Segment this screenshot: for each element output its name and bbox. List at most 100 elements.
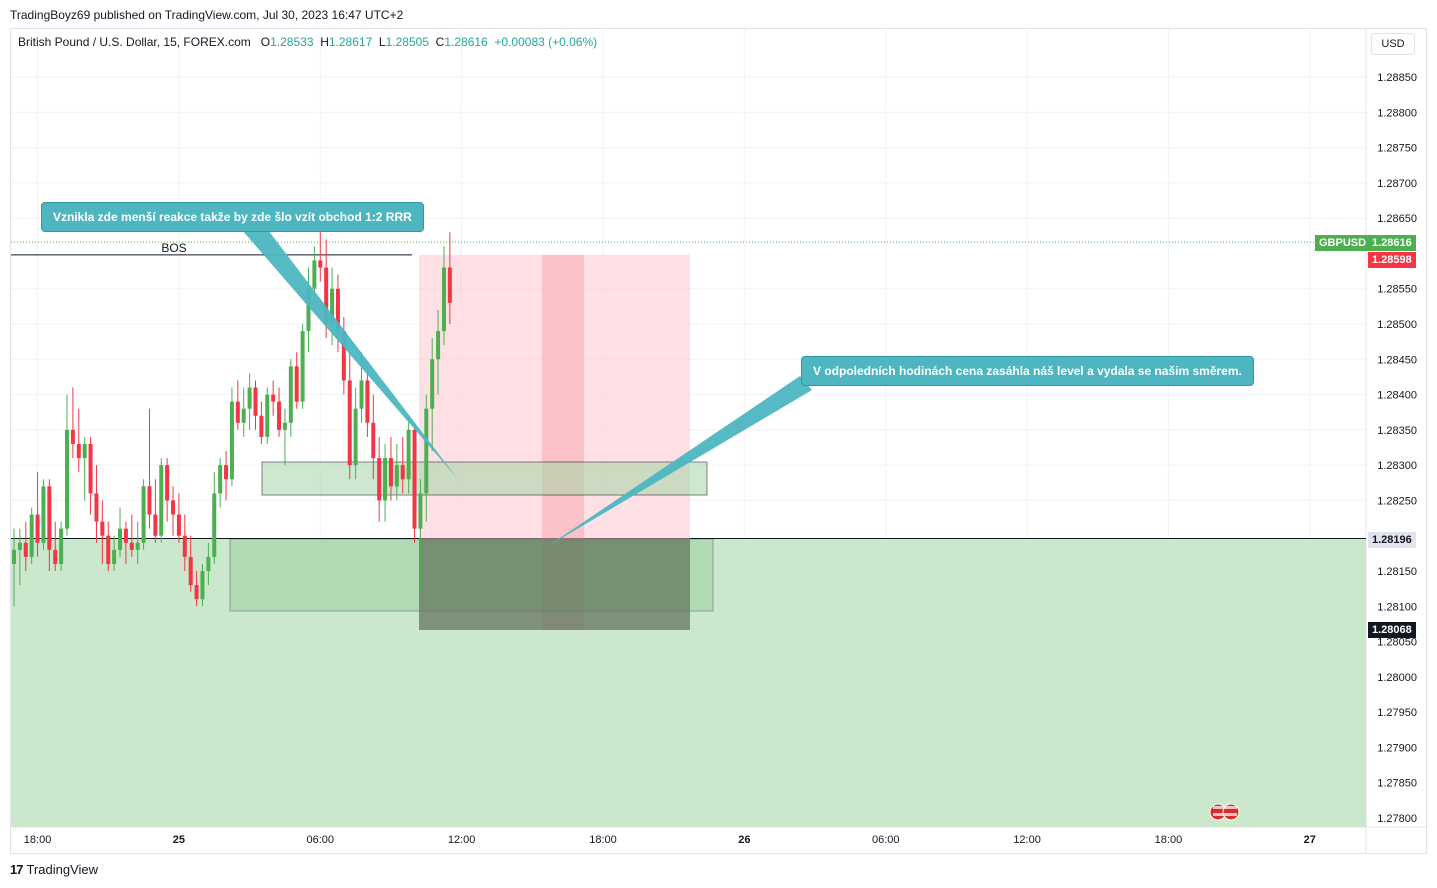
candle-body [165, 465, 170, 501]
candle-body [35, 514, 40, 543]
flag-stripe [1213, 813, 1237, 816]
candle-body [29, 514, 34, 557]
candle-body [229, 401, 234, 480]
y-tick-label: 1.28150 [1377, 566, 1417, 578]
candle-body [188, 556, 193, 586]
change-value: +0.00083 (+0.06%) [494, 35, 598, 49]
candle-body [371, 422, 376, 459]
callout-1-pointer [242, 230, 457, 478]
candle-body [182, 535, 187, 557]
candle-body [88, 443, 93, 494]
y-tick-label: 1.28850 [1377, 72, 1417, 84]
symbol-legend: British Pound / U.S. Dollar, 15, FOREX.c… [18, 35, 597, 49]
x-tick-label: 18:00 [1155, 834, 1183, 846]
flag-stripe [1213, 806, 1237, 809]
x-tick-label: 18:00 [589, 834, 617, 846]
candle-body [359, 380, 364, 409]
candle-body [412, 429, 417, 529]
y-tick-label: 1.28750 [1377, 143, 1417, 155]
publisher-line: TradingBoyz69 published on TradingView.c… [10, 8, 404, 22]
candle-body [318, 260, 323, 268]
candle-body [65, 429, 70, 529]
y-tick-label: 1.28000 [1377, 672, 1417, 684]
candle-body [129, 542, 134, 550]
x-tick-label: 06:00 [872, 834, 900, 846]
candle-body [365, 380, 370, 423]
candle-body [394, 465, 399, 487]
high-value: 1.28617 [328, 35, 373, 49]
x-tick-label: 25 [173, 834, 185, 846]
candle-body [288, 366, 293, 423]
level-price-tag: 1.28196 [1368, 532, 1416, 548]
x-tick-label: 06:00 [307, 834, 335, 846]
candle-body [141, 486, 146, 543]
candle-body [47, 486, 52, 550]
candle-body [118, 528, 123, 550]
candle-body [200, 571, 205, 600]
candle-body [312, 260, 317, 289]
candle-body [265, 394, 270, 437]
candle-body [194, 585, 199, 600]
y-tick-label: 1.27900 [1377, 742, 1417, 754]
candle-body [259, 415, 264, 437]
callout-level-hit[interactable]: V odpoledních hodinách cena zasáhla náš … [801, 356, 1254, 386]
close-value: 1.28616 [444, 35, 488, 49]
candle-body [406, 429, 411, 480]
candle-body [430, 359, 435, 409]
low-value: 1.28505 [385, 35, 429, 49]
y-tick-label: 1.28650 [1377, 213, 1417, 225]
candle-body [53, 549, 58, 564]
y-tick-label: 1.28550 [1377, 284, 1417, 296]
candle-body [247, 387, 252, 409]
candle-body [377, 458, 382, 501]
callout-reaction[interactable]: Vznikla zde menší reakce takže by zde šl… [41, 202, 424, 232]
candle-body [271, 394, 276, 402]
candle-body [159, 465, 164, 536]
candle-body [341, 331, 346, 381]
callout-2-pointer [545, 376, 812, 548]
candle-body [300, 331, 305, 402]
currency-button[interactable]: USD [1371, 33, 1415, 55]
x-tick-label: 12:00 [1013, 834, 1041, 846]
open-label: O [260, 35, 271, 49]
y-tick-label: 1.28500 [1377, 319, 1417, 331]
x-tick-label: 12:00 [448, 834, 476, 846]
candle-body [441, 267, 446, 332]
candle-body [294, 366, 299, 402]
candle-body [82, 443, 87, 459]
stop-price-tag: 1.28068 [1368, 622, 1416, 638]
candle-body [147, 486, 152, 515]
y-tick-label: 1.28050 [1377, 637, 1417, 649]
close-label: C [435, 35, 445, 49]
symbol-price-tag: GBPUSD [1315, 235, 1371, 251]
x-tick-label: 18:00 [24, 834, 52, 846]
candle-body [135, 542, 140, 550]
candle-body [41, 486, 46, 543]
candle-body [277, 401, 282, 430]
candle-body [282, 422, 287, 430]
candle-body [59, 528, 64, 564]
entry-price-tag: 1.28598 [1368, 252, 1416, 268]
candle-body [436, 331, 441, 360]
candle-body [400, 465, 405, 480]
candle-body [324, 267, 329, 324]
candles-group [12, 218, 452, 607]
candle-body [418, 493, 423, 529]
footer-brand[interactable]: 17 TradingView [10, 862, 98, 877]
low-label: L [378, 35, 386, 49]
y-tick-label: 1.28700 [1377, 178, 1417, 190]
candle-body [76, 443, 81, 459]
candle-body [424, 408, 429, 494]
y-tick-label: 1.28350 [1377, 425, 1417, 437]
chart-frame [10, 28, 1427, 854]
candle-body [306, 288, 311, 332]
y-tick-label: 1.28300 [1377, 460, 1417, 472]
candle-body [218, 465, 223, 494]
y-tick-label: 1.27800 [1377, 813, 1417, 825]
candle-body [176, 514, 181, 536]
open-value: 1.28533 [270, 35, 314, 49]
candle-body [123, 528, 128, 543]
candle-body [212, 493, 217, 557]
candle-body [447, 267, 452, 303]
